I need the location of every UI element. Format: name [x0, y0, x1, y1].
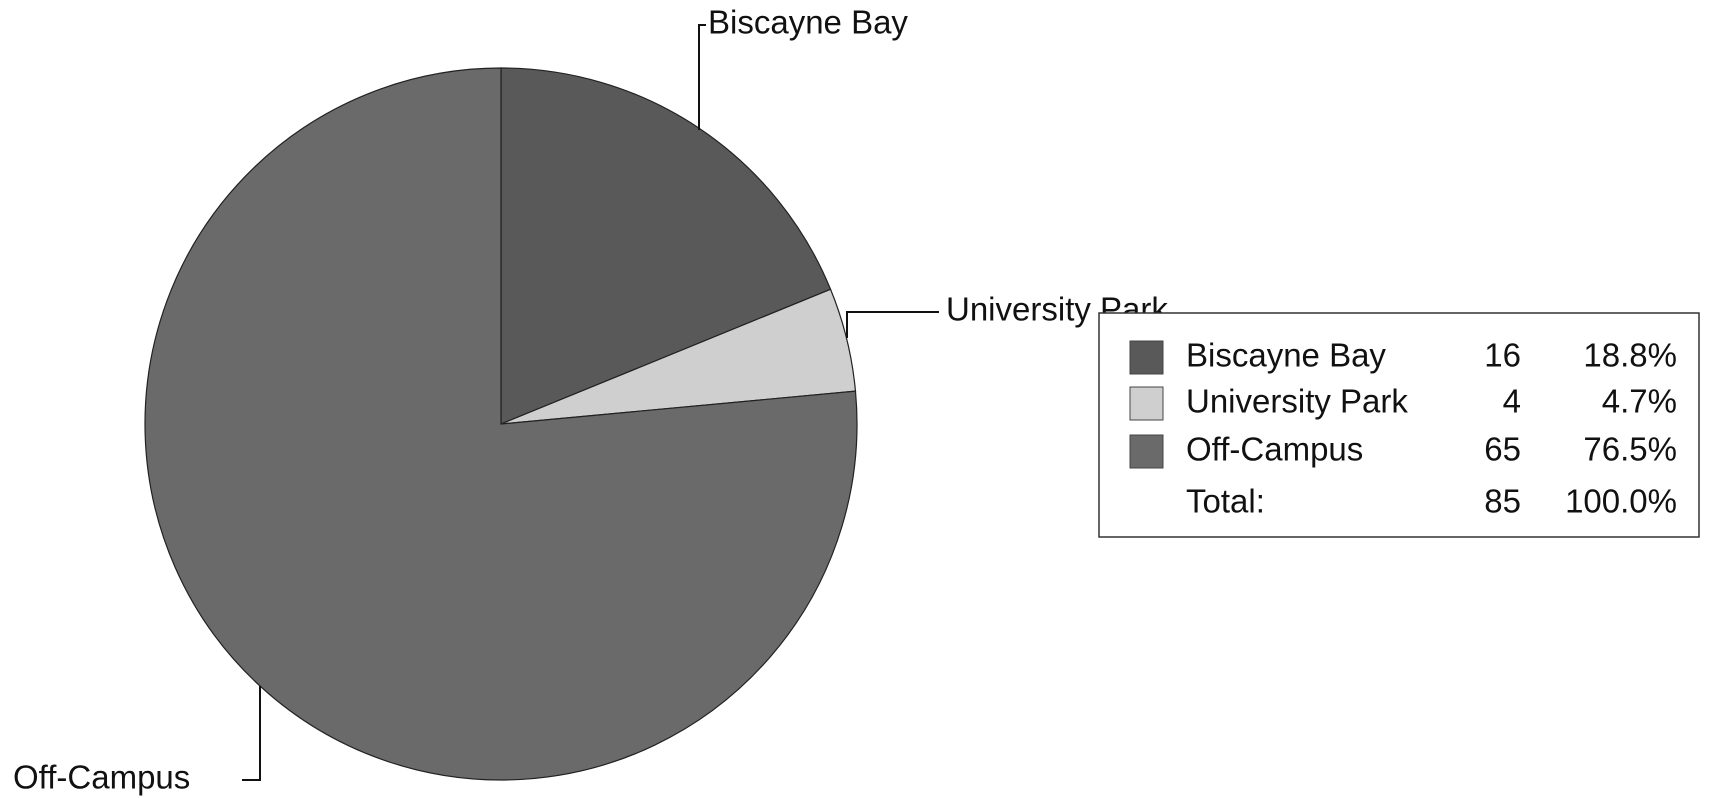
- legend-value: 16: [1484, 337, 1521, 374]
- legend-label: Off-Campus: [1186, 431, 1363, 468]
- legend-percent: 76.5%: [1583, 431, 1677, 468]
- leader-line: [846, 311, 939, 338]
- legend-value: 4: [1503, 383, 1521, 420]
- legend-percent: 4.7%: [1602, 383, 1677, 420]
- legend-box: [1098, 312, 1700, 538]
- legend-total-label: Total:: [1186, 483, 1265, 520]
- legend-label: University Park: [1186, 383, 1408, 420]
- pie: [144, 67, 858, 781]
- slice-label: Biscayne Bay: [708, 4, 908, 41]
- legend-label: Biscayne Bay: [1186, 337, 1386, 374]
- legend-total-percent: 100.0%: [1565, 483, 1677, 520]
- legend-percent: 18.8%: [1583, 337, 1677, 374]
- pie-slice: [144, 67, 858, 781]
- slice-label: Off-Campus: [13, 759, 190, 796]
- legend-value: 65: [1484, 431, 1521, 468]
- legend-swatch: [1129, 434, 1164, 469]
- legend-total: 85: [1484, 483, 1521, 520]
- legend: Biscayne Bay 16 18.8% University Park 4 4.7% O…: [1098, 312, 1700, 538]
- leader-line: [242, 686, 261, 781]
- leader-line: [698, 24, 706, 130]
- legend-swatch: [1129, 386, 1164, 421]
- legend-swatch: [1129, 340, 1164, 375]
